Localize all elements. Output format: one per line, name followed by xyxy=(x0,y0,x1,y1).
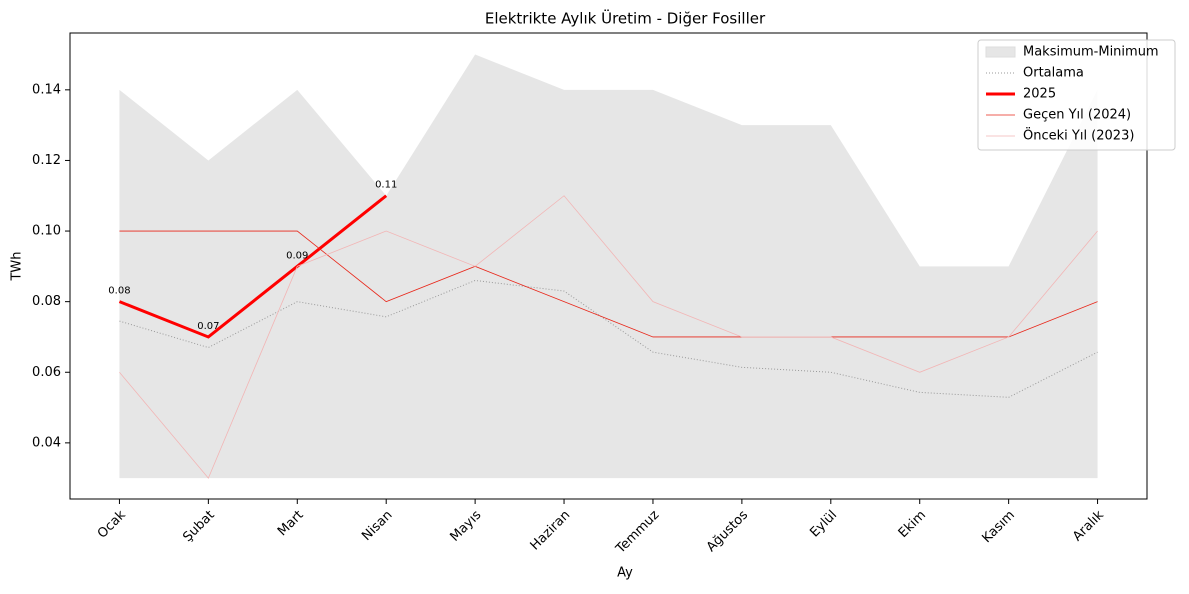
x-tick-label: Şubat xyxy=(180,508,217,545)
legend-label: 2025 xyxy=(1023,87,1056,102)
x-tick-label: Kasım xyxy=(980,508,1018,546)
x-tick-label: Nisan xyxy=(359,508,395,544)
y-tick-label: 0.04 xyxy=(32,435,61,450)
series-line xyxy=(119,230,1098,338)
legend: Maksimum-Minimum Ortalama 2025 Geçen Yıl (2… xyxy=(977,39,1176,151)
legend-label: Geçen Yıl (2024) xyxy=(1023,108,1131,123)
x-tick-label: Aralık xyxy=(1070,507,1107,544)
series-line xyxy=(118,194,388,339)
data-label: 0.08 xyxy=(108,286,130,297)
y-tick-label: 0.14 xyxy=(32,82,61,97)
series-line xyxy=(119,195,1098,479)
x-tick-label: Eylül xyxy=(807,508,840,541)
legend-swatch xyxy=(985,46,1016,58)
y-tick-label: 0.10 xyxy=(32,224,61,239)
data-label: 0.09 xyxy=(286,250,308,261)
series-line xyxy=(119,279,1098,398)
x-tick-label: Mayıs xyxy=(447,508,484,545)
x-axis-label: Ay xyxy=(617,566,633,581)
range-band xyxy=(119,54,1098,479)
x-tick-label: Ekim xyxy=(896,508,929,541)
x-tick-label: Ağustos xyxy=(704,508,752,556)
plot-frame xyxy=(69,32,1148,500)
legend-label: Maksimum-Minimum xyxy=(1023,45,1159,60)
y-tick-label: 0.08 xyxy=(32,294,61,309)
x-tick-label: Haziran xyxy=(528,508,574,554)
data-label: 0.07 xyxy=(197,321,219,332)
y-tick-label: 0.06 xyxy=(32,365,61,380)
data-label: 0.11 xyxy=(375,180,397,191)
y-axis-label: TWh xyxy=(10,251,25,281)
chart-title: Elektrikte Aylık Üretim - Diğer Fosiller xyxy=(485,9,766,28)
legend-box xyxy=(977,39,1176,151)
y-tick-label: 0.12 xyxy=(32,153,61,168)
legend-label: Önceki Yıl (2023) xyxy=(1023,127,1134,144)
x-tick-label: Temmuz xyxy=(613,508,663,558)
x-tick-label: Ocak xyxy=(95,507,129,541)
legend-label: Ortalama xyxy=(1023,66,1084,81)
x-tick-label: Mart xyxy=(275,508,307,540)
